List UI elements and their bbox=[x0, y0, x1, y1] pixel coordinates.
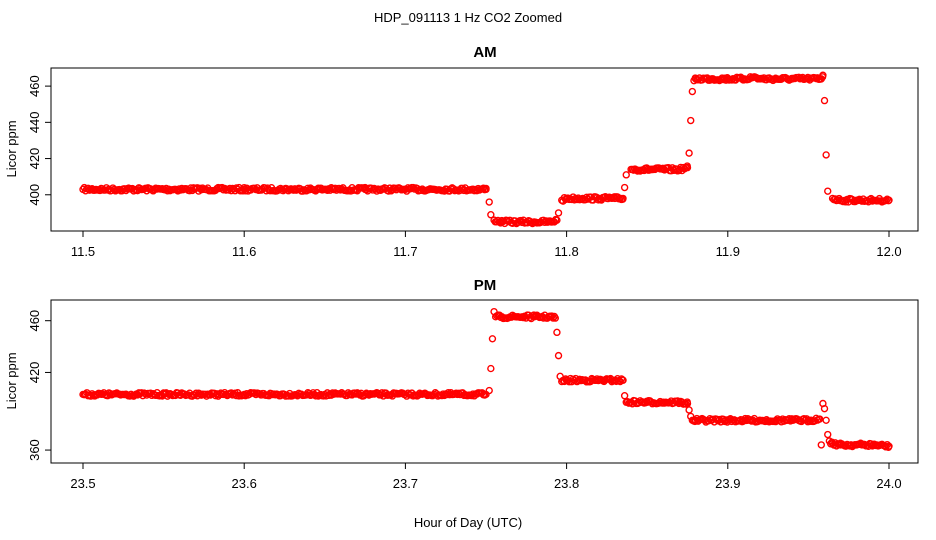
am-data-point bbox=[409, 183, 417, 192]
pm-x-tick-label: 23.9 bbox=[715, 476, 740, 491]
am-data-point bbox=[839, 197, 847, 206]
am-data-point bbox=[819, 71, 827, 79]
am-data-point bbox=[485, 198, 493, 206]
am-x-tick-label: 11.6 bbox=[232, 244, 256, 259]
am-x-tick-label: 12.0 bbox=[876, 244, 901, 259]
am-x-tick-label: 11.8 bbox=[554, 244, 578, 259]
pm-data-point bbox=[553, 328, 561, 337]
am-y-tick-label: 400 bbox=[27, 184, 42, 206]
am-data-point bbox=[391, 184, 399, 193]
am-data-point bbox=[178, 184, 186, 193]
pm-y-tick-label: 360 bbox=[27, 439, 42, 461]
pm-data-point bbox=[822, 416, 830, 425]
pm-x-tick-label: 23.7 bbox=[393, 476, 418, 491]
pm-data-point bbox=[196, 390, 204, 398]
am-data-point bbox=[687, 116, 695, 125]
am-data-point bbox=[482, 185, 490, 194]
pm-data-point bbox=[685, 406, 693, 414]
am-y-tick-label: 460 bbox=[27, 75, 42, 97]
pm-data-point bbox=[617, 375, 626, 383]
am-data-point bbox=[820, 96, 829, 105]
am-data-point bbox=[554, 209, 563, 217]
am-data-points bbox=[79, 71, 893, 228]
pm-data-point bbox=[488, 335, 497, 343]
am-x-tick-label: 11.5 bbox=[71, 244, 95, 259]
am-y-tick-label: 440 bbox=[27, 111, 42, 133]
pm-y-axis: 360 420 460 bbox=[27, 310, 51, 461]
pm-x-tick-label: 24.0 bbox=[876, 476, 901, 491]
am-x-tick-label: 11.9 bbox=[716, 244, 740, 259]
am-data-point bbox=[717, 75, 725, 84]
pm-plot-frame bbox=[50, 299, 919, 464]
am-x-tick-label: 11.7 bbox=[393, 244, 417, 259]
am-y-axis: 400 420 440 460 bbox=[27, 75, 51, 206]
pm-x-tick-label: 23.8 bbox=[554, 476, 579, 491]
am-data-point bbox=[291, 185, 299, 193]
am-data-point bbox=[882, 196, 890, 205]
pm-data-point bbox=[683, 399, 692, 408]
pm-x-axis: 23.5 23.6 23.7 23.8 23.9 24.0 bbox=[70, 463, 902, 491]
am-data-point bbox=[487, 210, 495, 219]
am-y-tick-label: 420 bbox=[27, 148, 42, 170]
am-data-point bbox=[824, 187, 832, 195]
pm-data-point bbox=[820, 404, 829, 413]
pm-data-point bbox=[824, 430, 832, 439]
pm-data-point bbox=[554, 351, 563, 360]
am-data-point bbox=[885, 196, 893, 204]
pm-data-point bbox=[551, 314, 560, 322]
am-plot-frame bbox=[50, 67, 919, 232]
pm-y-tick-label: 460 bbox=[27, 310, 42, 332]
am-panel-title: AM bbox=[473, 44, 496, 61]
am-data-point bbox=[688, 87, 697, 96]
pm-y-axis-label: Licor ppm bbox=[4, 352, 19, 409]
x-axis-label: Hour of Day (UTC) bbox=[414, 515, 522, 530]
pm-data-point bbox=[620, 392, 629, 400]
am-data-point bbox=[470, 186, 478, 195]
pm-x-tick-label: 23.5 bbox=[70, 476, 95, 491]
pm-panel: PM Licor ppm 23.5 23.6 23.7 23.8 23.9 24.0 36… bbox=[4, 277, 919, 491]
am-data-point bbox=[196, 184, 204, 193]
pm-data-point bbox=[141, 389, 150, 398]
am-x-axis: 11.5 11.6 11.7 11.8 11.9 12.0 bbox=[71, 231, 902, 259]
pm-x-tick-label: 23.6 bbox=[232, 476, 257, 491]
figure-title: HDP_091113 1 Hz CO2 Zoomed bbox=[374, 10, 562, 25]
am-data-point bbox=[685, 149, 693, 157]
am-data-point bbox=[622, 171, 630, 179]
pm-data-point bbox=[806, 417, 814, 426]
pm-data-point bbox=[885, 442, 893, 450]
am-data-point bbox=[553, 216, 561, 224]
pm-panel-title: PM bbox=[474, 277, 497, 294]
pm-data-point bbox=[485, 386, 493, 395]
am-y-axis-label: Licor ppm bbox=[4, 120, 19, 177]
pm-y-tick-label: 420 bbox=[27, 362, 42, 384]
pm-data-point bbox=[817, 441, 825, 449]
pm-data-points bbox=[79, 307, 893, 451]
am-data-point bbox=[620, 183, 629, 192]
am-data-point bbox=[683, 163, 692, 172]
am-data-point bbox=[679, 163, 688, 172]
pm-data-point bbox=[487, 364, 495, 373]
am-data-point bbox=[822, 151, 830, 159]
am-data-point bbox=[619, 194, 627, 203]
am-panel: AM Licor ppm 11.5 11.6 11.7 11.8 11.9 12.0 40… bbox=[4, 44, 919, 259]
pm-data-point bbox=[619, 376, 627, 384]
